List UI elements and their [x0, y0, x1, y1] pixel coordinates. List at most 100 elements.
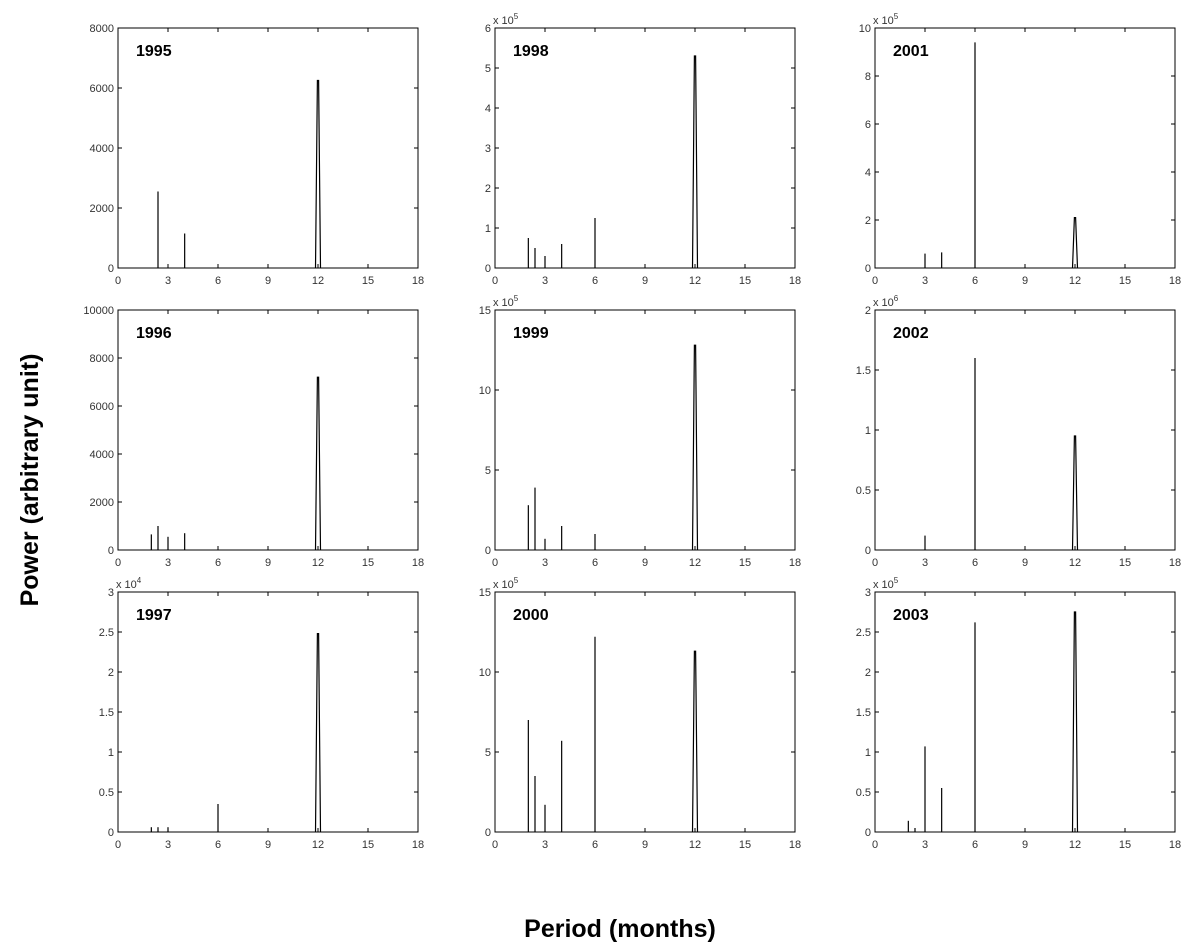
- x-tick-label: 3: [922, 557, 928, 569]
- figure-x-axis-label: Period (months): [524, 915, 716, 943]
- y-tick-label: 2: [108, 667, 114, 679]
- x-tick-label: 12: [312, 839, 324, 851]
- x-tick-label: 6: [972, 275, 978, 287]
- y-tick-label: 5: [485, 747, 491, 759]
- x-tick-label: 12: [1069, 275, 1081, 287]
- y-tick-label: 1: [485, 223, 491, 235]
- y-axis-multiplier: x 105: [493, 294, 519, 309]
- x-tick-label: 6: [215, 839, 221, 851]
- x-tick-label: 9: [265, 275, 271, 287]
- x-tick-label: 12: [312, 275, 324, 287]
- y-axis-multiplier: x 104: [116, 576, 142, 591]
- y-tick-label: 2.5: [856, 627, 871, 639]
- x-tick-label: 0: [115, 839, 121, 851]
- y-tick-label: 0: [485, 827, 491, 839]
- spectral-peak: [314, 633, 322, 833]
- x-tick-label: 15: [362, 557, 374, 569]
- y-tick-label: 0: [865, 263, 871, 275]
- x-tick-label: 18: [412, 557, 424, 569]
- y-tick-label: 0: [108, 263, 114, 275]
- x-tick-label: 18: [789, 557, 801, 569]
- panel-year-label: 1995: [136, 43, 172, 60]
- y-tick-label: 2: [485, 183, 491, 195]
- y-tick-label: 6000: [90, 401, 114, 413]
- x-tick-label: 9: [642, 557, 648, 569]
- x-tick-label: 3: [165, 275, 171, 287]
- x-tick-label: 18: [412, 839, 424, 851]
- x-tick-label: 12: [689, 275, 701, 287]
- x-tick-label: 18: [789, 275, 801, 287]
- y-tick-label: 2: [865, 215, 871, 227]
- y-tick-label: 6000: [90, 83, 114, 95]
- x-tick-label: 15: [362, 275, 374, 287]
- y-tick-label: 10: [479, 667, 491, 679]
- x-tick-label: 6: [972, 557, 978, 569]
- x-tick-label: 18: [1169, 275, 1181, 287]
- x-tick-label: 3: [542, 557, 548, 569]
- x-tick-label: 15: [739, 557, 751, 569]
- y-tick-label: 2000: [90, 497, 114, 509]
- spectral-peak: [691, 650, 699, 833]
- y-tick-label: 4: [865, 167, 871, 179]
- y-axis-multiplier: x 105: [873, 576, 899, 591]
- plot-frame: [117, 27, 419, 269]
- figure-y-axis-label: Power (arbitrary unit): [16, 354, 44, 607]
- panel-year-label: 1996: [136, 325, 172, 342]
- subplot-1995: 0 3 6 9 12 15 18 0 2000 4000 6000 8000 1995: [90, 23, 425, 287]
- y-tick-label: 0.5: [99, 787, 114, 799]
- plot-frame: [874, 591, 1176, 833]
- y-tick-label: 3: [865, 587, 871, 599]
- y-axis-multiplier: x 106: [873, 294, 899, 309]
- y-tick-label: 15: [479, 587, 491, 599]
- x-tick-label: 15: [739, 839, 751, 851]
- panel-year-label: 1997: [136, 607, 172, 624]
- x-tick-label: 15: [739, 275, 751, 287]
- plot-frame: [494, 309, 796, 551]
- y-tick-label: 2.5: [99, 627, 114, 639]
- plot-frame: [494, 27, 796, 269]
- subplot-2001: 0 3 6 9 12 15 18 0 2 4 6 8 10x 105 2001: [859, 12, 1181, 287]
- x-tick-label: 6: [592, 839, 598, 851]
- y-tick-label: 0.5: [856, 485, 871, 497]
- y-tick-label: 10: [479, 385, 491, 397]
- x-tick-label: 18: [412, 275, 424, 287]
- x-tick-label: 6: [215, 557, 221, 569]
- y-tick-label: 10000: [83, 305, 114, 317]
- y-axis-multiplier: x 105: [493, 12, 519, 27]
- panel-year-label: 2001: [893, 43, 929, 60]
- plot-frame: [494, 591, 796, 833]
- spectral-peak: [1071, 611, 1079, 833]
- y-tick-label: 1: [108, 747, 114, 759]
- panel-year-label: 2003: [893, 607, 929, 624]
- y-tick-label: 4: [485, 103, 491, 115]
- y-tick-label: 3: [108, 587, 114, 599]
- x-tick-label: 12: [1069, 557, 1081, 569]
- x-tick-label: 9: [642, 839, 648, 851]
- panel-year-label: 2000: [513, 607, 549, 624]
- y-tick-label: 0.5: [856, 787, 871, 799]
- x-tick-label: 15: [362, 839, 374, 851]
- spectral-peak: [1071, 435, 1079, 551]
- x-tick-label: 9: [1022, 839, 1028, 851]
- y-tick-label: 5: [485, 63, 491, 75]
- x-tick-label: 18: [789, 839, 801, 851]
- y-tick-label: 1.5: [99, 707, 114, 719]
- x-tick-label: 0: [115, 275, 121, 287]
- x-tick-label: 9: [1022, 275, 1028, 287]
- y-tick-label: 6: [865, 119, 871, 131]
- y-tick-label: 0: [865, 545, 871, 557]
- spectral-peak: [314, 376, 322, 551]
- x-tick-label: 0: [492, 557, 498, 569]
- y-tick-label: 8: [865, 71, 871, 83]
- spectral-peak: [1071, 217, 1079, 269]
- x-tick-label: 9: [265, 557, 271, 569]
- x-tick-label: 0: [872, 839, 878, 851]
- x-tick-label: 6: [592, 275, 598, 287]
- x-tick-label: 9: [642, 275, 648, 287]
- x-tick-label: 0: [115, 557, 121, 569]
- subplot-2002: 0 3 6 9 12 15 18 0 0.5 1 1.5 2x 106 2002: [856, 294, 1181, 569]
